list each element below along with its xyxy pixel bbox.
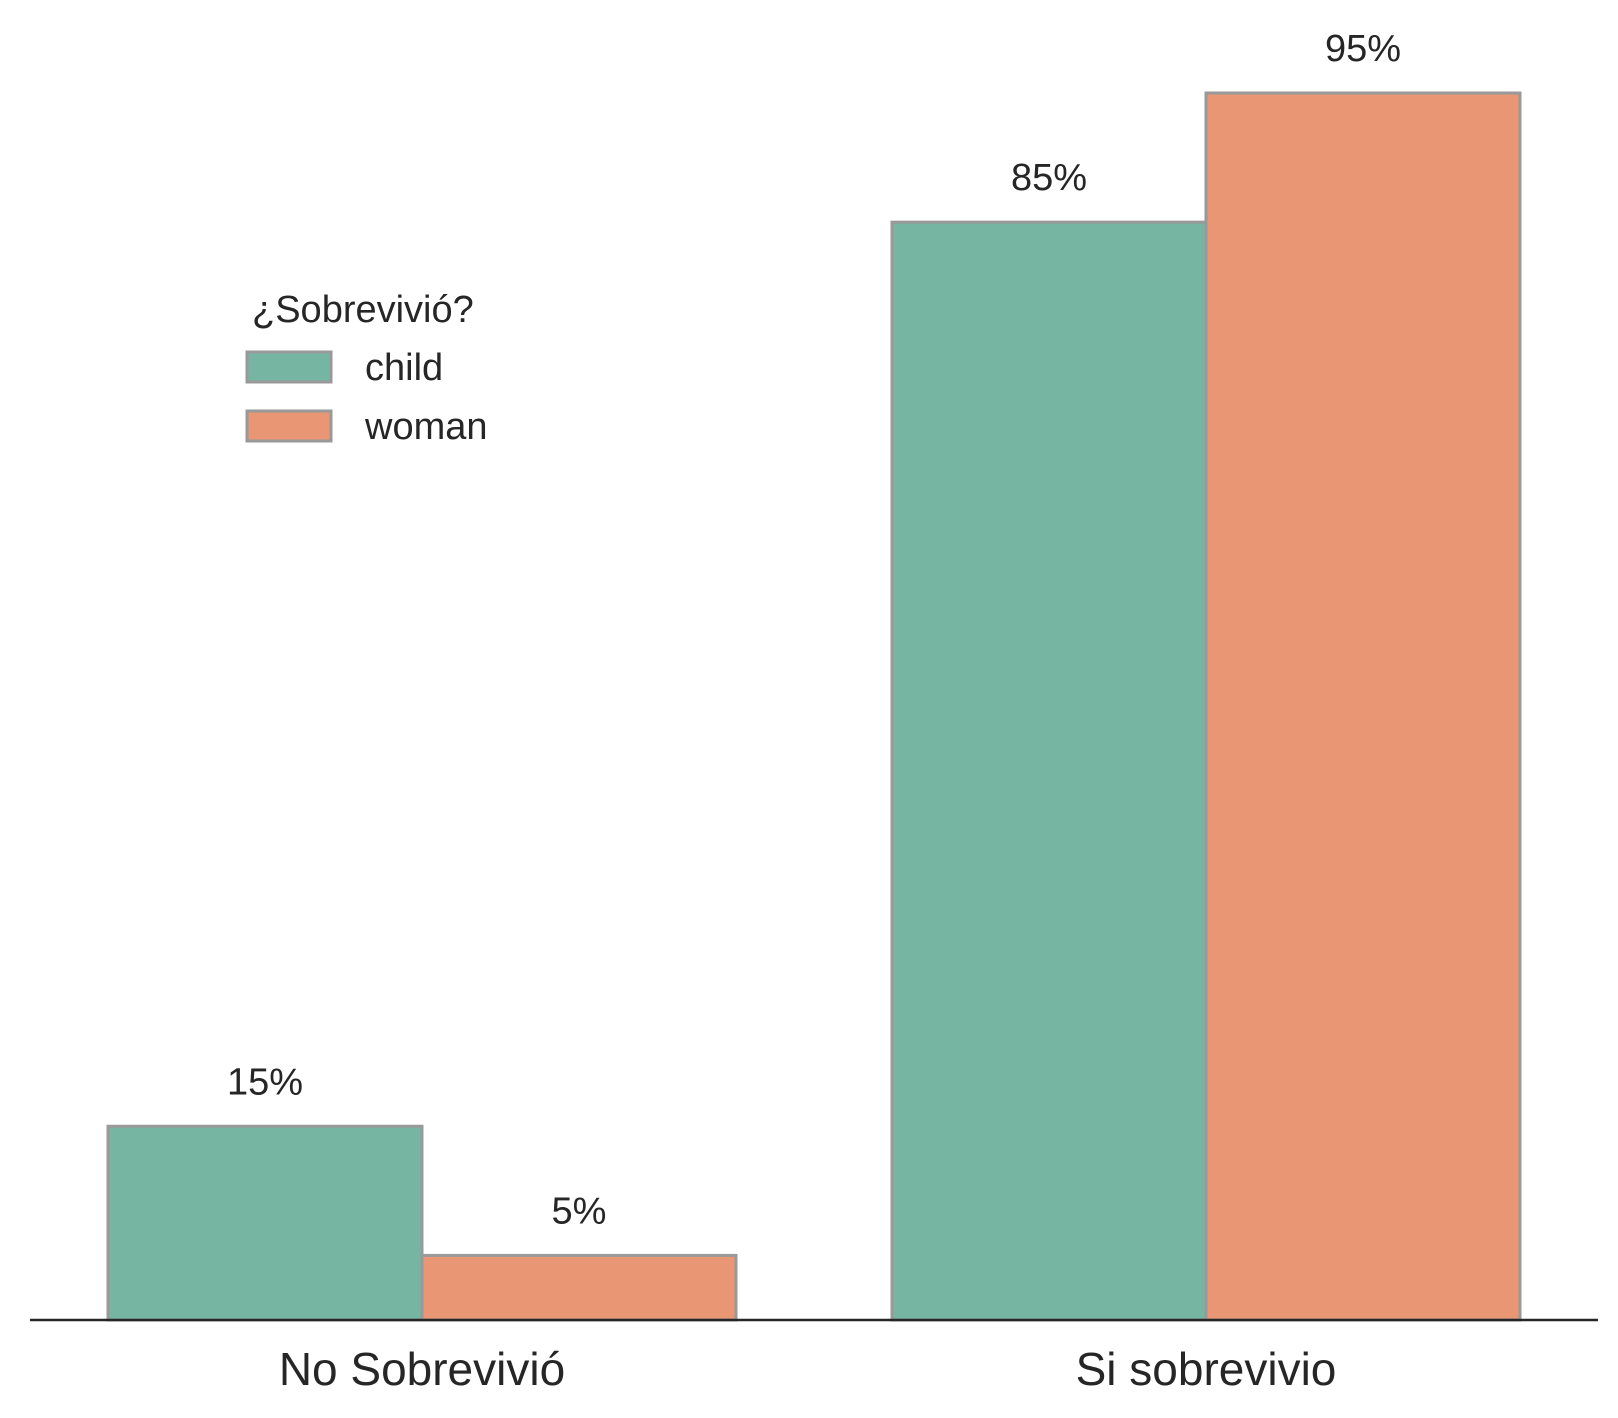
bars-group <box>106 91 1522 1322</box>
bar-label-woman-1: 95% <box>1325 28 1401 70</box>
legend-title: ¿Sobrevivió? <box>252 289 474 331</box>
x-tick-label-1: Si sobrevivio <box>1076 1343 1337 1395</box>
x-tick-label-0: No Sobrevivió <box>279 1343 565 1395</box>
bar-child-1 <box>890 220 1208 1322</box>
legend-label-child: child <box>365 347 443 389</box>
bar-label-woman-0: 5% <box>552 1190 607 1232</box>
bar-child-0 <box>106 1124 424 1322</box>
bar-label-child-1: 85% <box>1011 157 1087 199</box>
x-tick-labels: No Sobrevivió Si sobrevivio <box>279 1343 1337 1395</box>
legend-swatch-child <box>245 350 333 384</box>
bar-woman-0 <box>420 1253 738 1322</box>
bar-labels-group: 15% 85% 5% 95% <box>227 28 1401 1232</box>
legend: ¿Sobrevivió? child woman <box>245 289 488 448</box>
legend-swatch-woman <box>245 409 333 443</box>
bar-label-child-0: 15% <box>227 1061 303 1103</box>
bar-woman-1 <box>1204 91 1522 1322</box>
legend-label-woman: woman <box>364 406 488 448</box>
